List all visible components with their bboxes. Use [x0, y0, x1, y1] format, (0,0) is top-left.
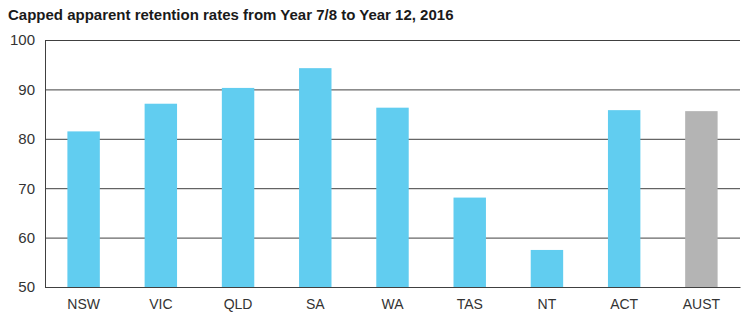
bar [145, 104, 177, 287]
title: Capped apparent retention rates from Yea… [8, 6, 453, 23]
grid-line [45, 287, 740, 288]
bar [299, 68, 331, 287]
x-tick-label: QLD [224, 296, 253, 312]
bar [608, 110, 640, 287]
x-tick-label: AUST [683, 296, 721, 312]
x-tick: AUST [683, 287, 721, 312]
x-tick: QLD [224, 287, 253, 312]
x-axis-line [46, 287, 741, 288]
bar [531, 250, 563, 287]
bar [376, 108, 408, 287]
y-tick-label: 90 [18, 81, 35, 98]
x-tick-label: SA [306, 296, 325, 312]
y-tick-label: 100 [10, 31, 35, 48]
bars [67, 68, 717, 287]
y-tick: 90 [18, 81, 740, 98]
y-tick-label: 50 [18, 278, 35, 295]
bar [222, 88, 254, 287]
x-tick: VIC [149, 287, 172, 312]
x-tick-label: TAS [457, 296, 483, 312]
bar [454, 198, 486, 287]
y-tick-label: 70 [18, 180, 35, 197]
x-tick-label: ACT [610, 296, 638, 312]
x-tick: NSW [67, 287, 100, 312]
x-axis: NSW VIC QLD SA WA TAS NT ACT AUST [46, 287, 741, 312]
bar [67, 131, 99, 287]
chart: Capped apparent retention rates from Yea… [0, 0, 750, 330]
bar [685, 111, 717, 287]
y-tick-label: 80 [18, 130, 35, 147]
x-tick-label: NT [538, 296, 557, 312]
x-tick-label: VIC [149, 296, 172, 312]
grid-line [45, 40, 740, 41]
grid-line [45, 89, 740, 90]
x-tick: WA [381, 287, 404, 312]
x-tick: NT [538, 287, 557, 312]
plot: 50 60 70 80 90 100 NSW VIC QLD SA WA TAS NT ACT AUST [10, 31, 741, 312]
x-tick-label: WA [381, 296, 404, 312]
y-axis: 50 60 70 80 90 100 [10, 31, 740, 295]
x-tick: SA [306, 287, 325, 312]
y-tick: 100 [10, 31, 740, 48]
x-tick-label: NSW [67, 296, 100, 312]
x-tick: ACT [610, 287, 638, 312]
x-tick: TAS [457, 287, 483, 312]
y-tick-label: 60 [18, 229, 35, 246]
y-axis-line [45, 41, 46, 288]
